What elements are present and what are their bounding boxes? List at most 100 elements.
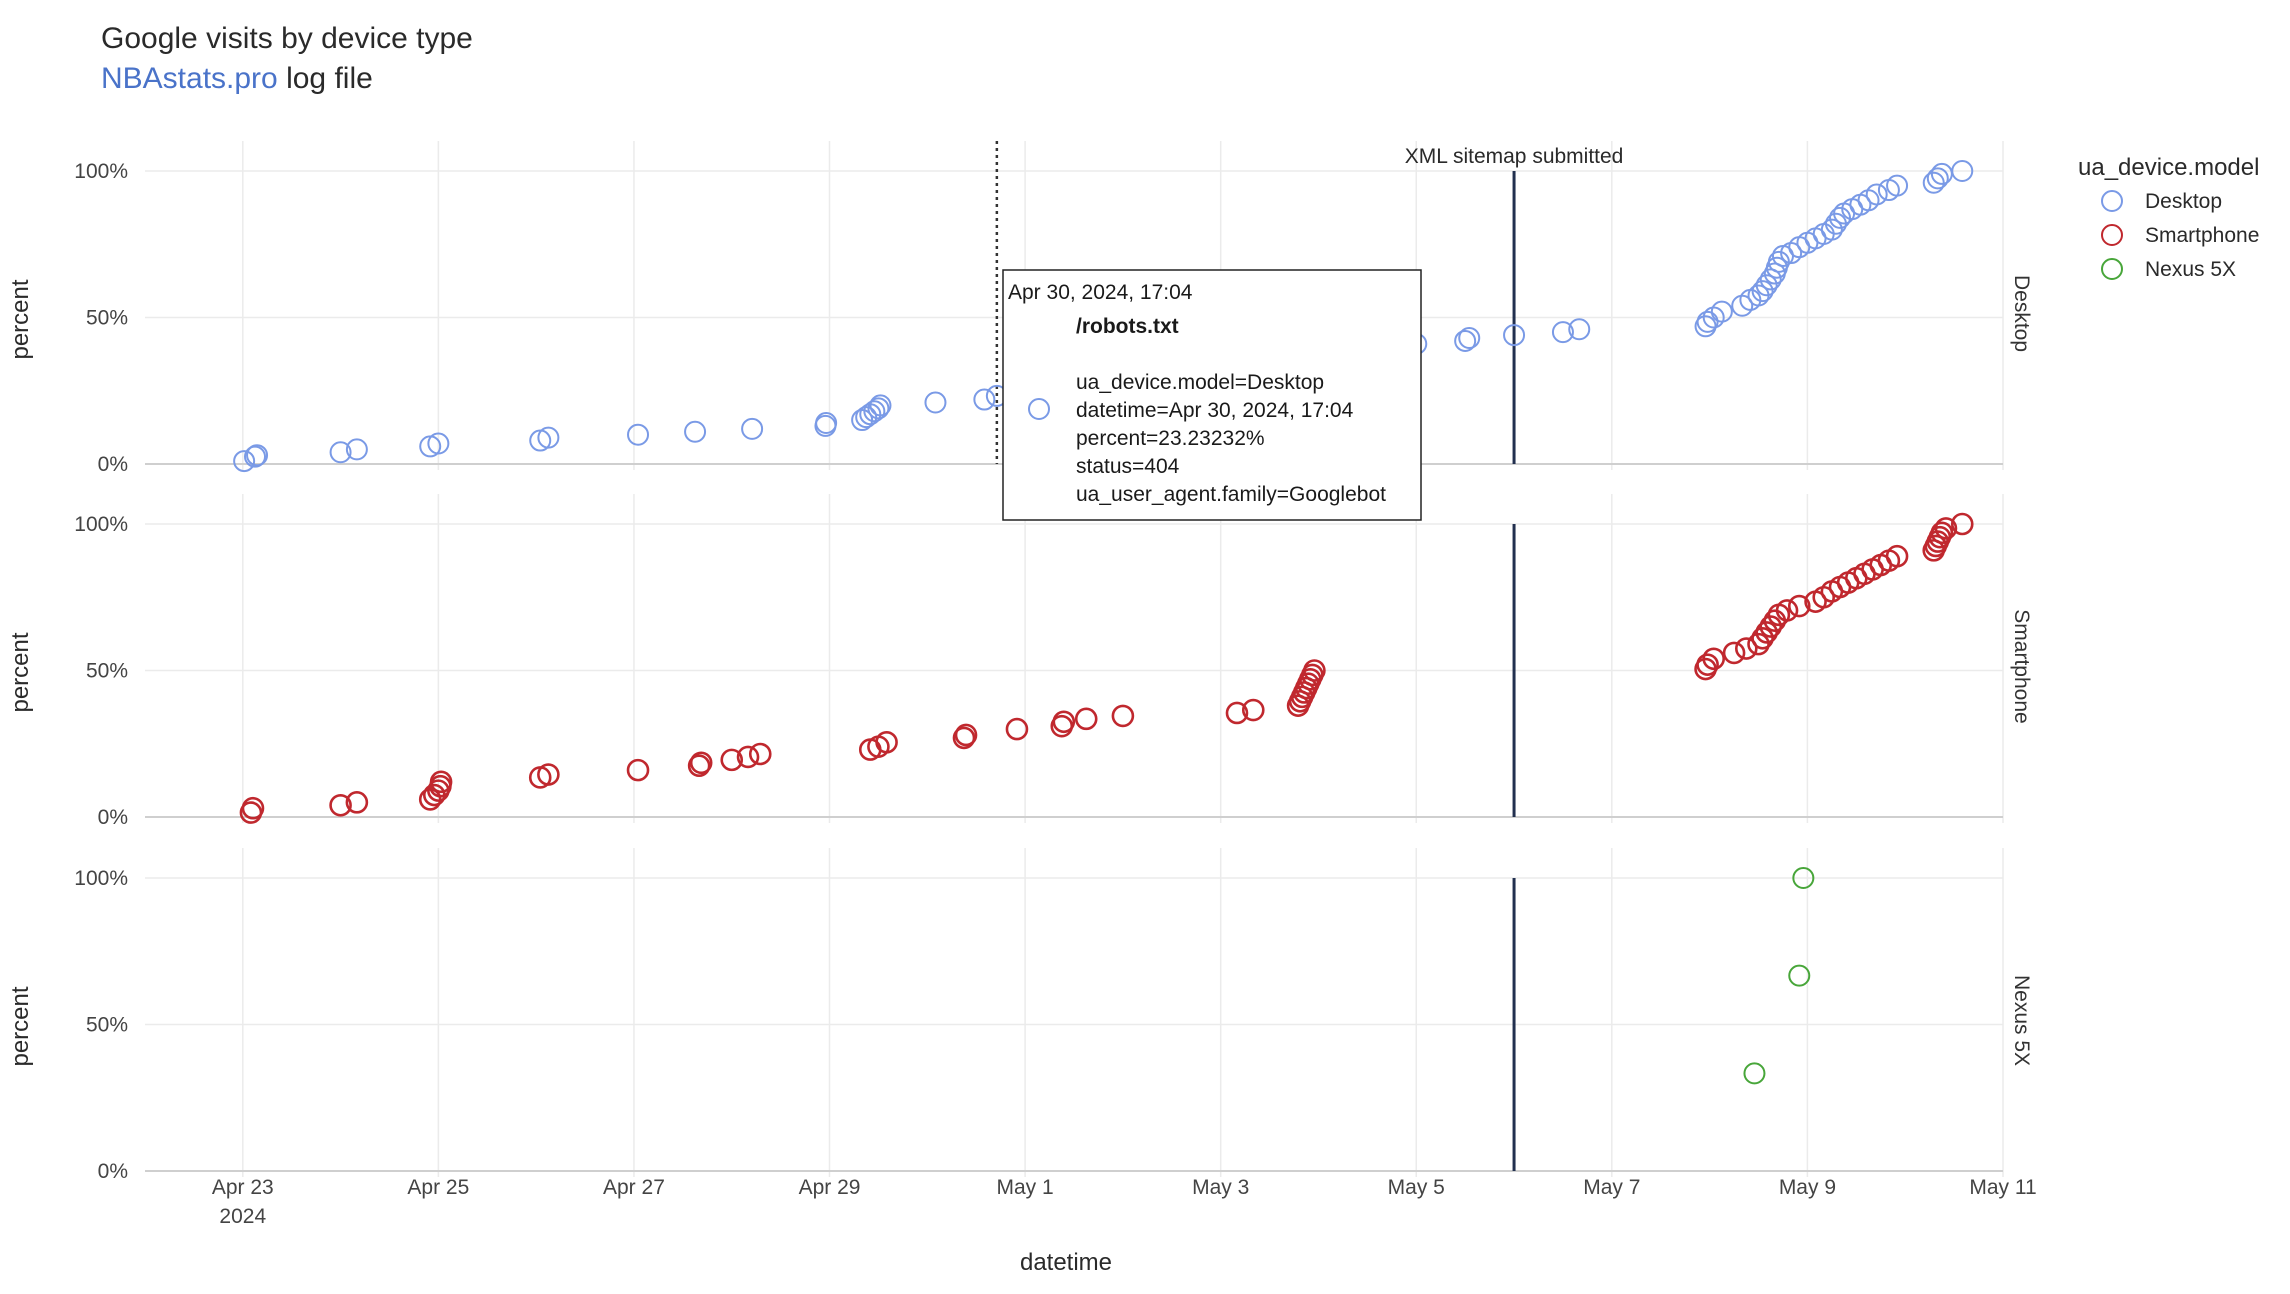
legend-label: Nexus 5X bbox=[2145, 258, 2236, 281]
data-point bbox=[875, 730, 898, 754]
legend-marker bbox=[2101, 190, 2123, 212]
data-point bbox=[1759, 615, 1783, 638]
data-point bbox=[687, 754, 711, 778]
data-point bbox=[1005, 717, 1029, 741]
data-point bbox=[1751, 626, 1774, 650]
data-point bbox=[1503, 324, 1526, 347]
tooltip-marker bbox=[1028, 398, 1050, 420]
data-point bbox=[244, 445, 267, 468]
data-point bbox=[1792, 867, 1815, 889]
y-tick-label: 50% bbox=[86, 660, 128, 683]
data-point bbox=[1865, 183, 1888, 206]
x-tick-label: Apr 27 bbox=[603, 1176, 665, 1199]
x-tick-label: May 5 bbox=[1388, 1176, 1445, 1199]
data-point bbox=[867, 397, 890, 420]
chart-subtitle: NBAstats.pro log file bbox=[101, 62, 373, 96]
data-point bbox=[1934, 517, 1958, 540]
legend: ua_device.model Desktop Smartphone Nexus 5X bbox=[2078, 154, 2259, 281]
data-point bbox=[741, 417, 764, 440]
x-tick-label: Apr 23 bbox=[212, 1176, 274, 1199]
data-point bbox=[537, 763, 560, 786]
data-point bbox=[1820, 218, 1843, 241]
data-point bbox=[973, 388, 996, 411]
series-nexus-5x bbox=[1743, 867, 1815, 1085]
data-point bbox=[1551, 321, 1574, 344]
data-point bbox=[924, 391, 947, 414]
data-point bbox=[952, 726, 976, 750]
tooltip-line: percent=23.23232% bbox=[1076, 427, 1265, 450]
data-point bbox=[1303, 659, 1326, 682]
data-point bbox=[1111, 704, 1135, 728]
tooltip-line: ua_device.model=Desktop bbox=[1076, 371, 1324, 394]
data-point bbox=[1710, 300, 1733, 323]
data-point bbox=[689, 751, 713, 775]
subtitle-link[interactable]: NBAstats.pro bbox=[101, 62, 278, 95]
data-point bbox=[345, 438, 368, 461]
data-point bbox=[1885, 544, 1909, 568]
y-axis-title: percent bbox=[7, 986, 34, 1066]
data-point bbox=[246, 444, 269, 467]
hover-tooltip: Apr 30, 2024, 17:04/robots.txt ua_device.… bbox=[1002, 269, 1422, 521]
legend-label: Smartphone bbox=[2145, 224, 2259, 247]
x-tick-label: May 1 bbox=[997, 1176, 1054, 1199]
data-point bbox=[1735, 637, 1758, 660]
data-point bbox=[1696, 310, 1719, 333]
data-point bbox=[241, 796, 265, 820]
y-tick-label: 50% bbox=[86, 1014, 128, 1037]
data-point bbox=[954, 723, 978, 747]
y-tick-label: 0% bbox=[98, 806, 128, 829]
data-point bbox=[863, 400, 886, 423]
data-point bbox=[736, 745, 760, 769]
legend-marker bbox=[2101, 224, 2123, 246]
data-point bbox=[233, 450, 256, 473]
data-point bbox=[1926, 167, 1949, 190]
legend-title: ua_device.model bbox=[2078, 154, 2259, 181]
data-point bbox=[1225, 701, 1249, 725]
y-tick-label: 100% bbox=[74, 513, 128, 536]
data-point bbox=[1951, 160, 1974, 182]
data-point bbox=[429, 770, 453, 794]
data-point bbox=[869, 394, 892, 417]
data-point bbox=[748, 742, 772, 766]
data-point bbox=[1702, 647, 1726, 671]
data-point bbox=[1759, 268, 1782, 291]
data-point bbox=[1696, 653, 1719, 676]
data-point bbox=[427, 432, 450, 455]
x-tick-label: May 9 bbox=[1779, 1176, 1836, 1199]
tooltip-line: ua_user_agent.family=Googlebot bbox=[1076, 483, 1386, 506]
data-point bbox=[1458, 327, 1481, 350]
subtitle-text: log file bbox=[277, 62, 373, 95]
tooltip-header: Apr 30, 2024, 17:04 bbox=[1008, 281, 1193, 304]
data-point bbox=[684, 420, 707, 443]
data-point bbox=[626, 758, 650, 782]
data-point bbox=[1775, 599, 1799, 622]
x-tick-label: Apr 29 bbox=[799, 1176, 861, 1199]
series-desktop bbox=[233, 160, 1974, 473]
data-point bbox=[329, 441, 352, 464]
facet-strip-label: Smartphone bbox=[2010, 609, 2033, 723]
x-tick-label: Apr 25 bbox=[407, 1176, 469, 1199]
y-axis-title: percent bbox=[7, 279, 34, 359]
x-tick-label: May 7 bbox=[1583, 1176, 1640, 1199]
data-point bbox=[329, 793, 352, 817]
tooltip-line: status=404 bbox=[1076, 455, 1180, 478]
data-point bbox=[1454, 329, 1477, 352]
legend-label: Desktop bbox=[2145, 190, 2222, 213]
data-point bbox=[1922, 171, 1945, 194]
legend-marker bbox=[2101, 258, 2123, 280]
data-point bbox=[537, 426, 560, 449]
data-point bbox=[815, 411, 838, 434]
data-point bbox=[1886, 174, 1909, 197]
y-axis-title: percent bbox=[7, 632, 34, 712]
data-point bbox=[1074, 707, 1098, 731]
facet-strip-label: Desktop bbox=[2010, 275, 2033, 352]
series-smartphone bbox=[239, 512, 1974, 824]
data-point bbox=[1930, 162, 1953, 185]
data-point bbox=[1568, 318, 1591, 341]
x-axis-title: datetime bbox=[1020, 1249, 1112, 1276]
data-point bbox=[1950, 512, 1974, 536]
data-point bbox=[1755, 274, 1778, 297]
x-tick-label: May 11 bbox=[1969, 1176, 2036, 1199]
tooltip-box bbox=[1002, 269, 1422, 521]
